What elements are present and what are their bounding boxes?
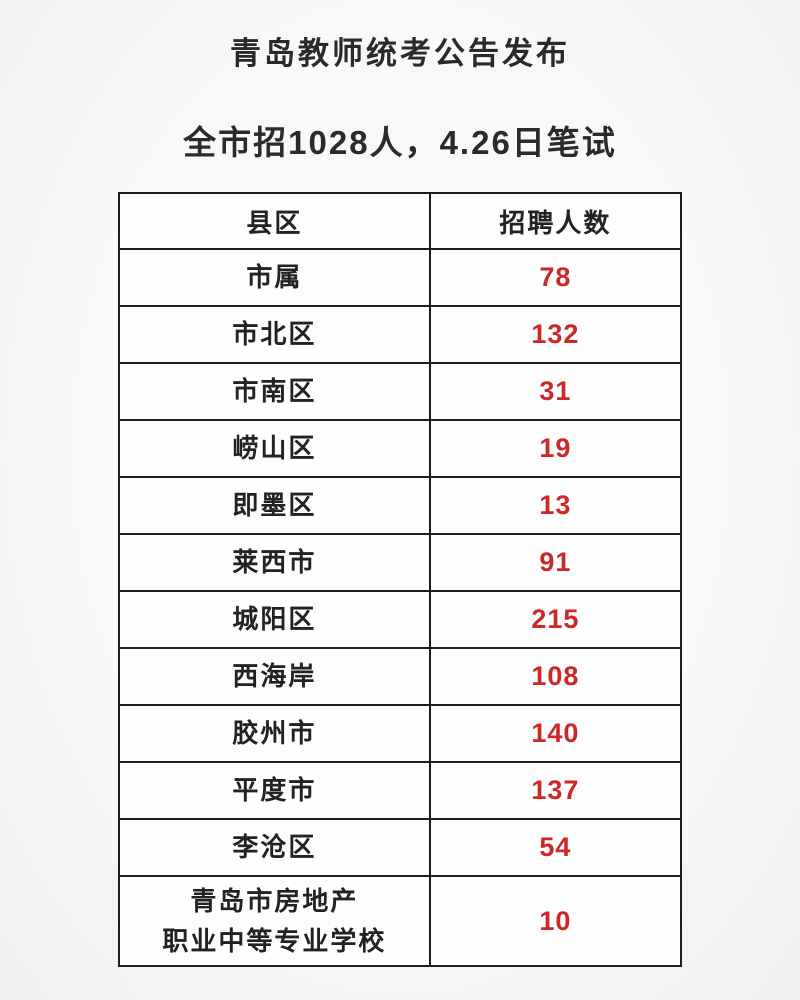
district-cell: 莱西市 xyxy=(118,533,431,592)
table-header-row: 县区 招聘人数 xyxy=(118,192,683,250)
count-cell: 215 xyxy=(428,590,683,649)
district-cell: 市属 xyxy=(118,248,431,307)
district-cell: 市南区 xyxy=(118,362,431,421)
table-row: 市南区 31 xyxy=(118,362,683,421)
district-cell: 崂山区 xyxy=(118,419,431,478)
table-row: 即墨区 13 xyxy=(118,476,683,535)
district-cell: 西海岸 xyxy=(118,647,431,706)
count-cell: 91 xyxy=(428,533,683,592)
table-row: 平度市 137 xyxy=(118,761,683,820)
table-row: 李沧区 54 xyxy=(118,818,683,877)
district-cell: 胶州市 xyxy=(118,704,431,763)
table-row: 莱西市 91 xyxy=(118,533,683,592)
table-header-district: 县区 xyxy=(118,192,431,250)
district-cell: 平度市 xyxy=(118,761,431,820)
count-cell: 132 xyxy=(428,305,683,364)
page-subtitle: 全市招1028人，4.26日笔试 xyxy=(183,124,617,161)
recruitment-table: 县区 招聘人数 市属 78 市北区 132 市南区 31 崂山区 19 即墨区 … xyxy=(118,192,683,967)
district-cell: 青岛市房地产 职业中等专业学校 xyxy=(118,875,431,967)
district-cell: 城阳区 xyxy=(118,590,431,649)
table-row: 城阳区 215 xyxy=(118,590,683,649)
recruitment-table-body: 市属 78 市北区 132 市南区 31 崂山区 19 即墨区 13 莱西市 9… xyxy=(118,248,683,967)
count-cell: 54 xyxy=(428,818,683,877)
district-cell: 市北区 xyxy=(118,305,431,364)
count-cell: 137 xyxy=(428,761,683,820)
table-row: 市北区 132 xyxy=(118,305,683,364)
count-cell: 31 xyxy=(428,362,683,421)
table-row: 青岛市房地产 职业中等专业学校 10 xyxy=(118,875,683,967)
page-title: 青岛教师统考公告发布 xyxy=(230,36,570,71)
table-row: 西海岸 108 xyxy=(118,647,683,706)
count-cell: 19 xyxy=(428,419,683,478)
table-row: 市属 78 xyxy=(118,248,683,307)
count-cell: 140 xyxy=(428,704,683,763)
count-cell: 10 xyxy=(428,875,683,967)
count-cell: 108 xyxy=(428,647,683,706)
count-cell: 78 xyxy=(428,248,683,307)
count-cell: 13 xyxy=(428,476,683,535)
district-cell: 即墨区 xyxy=(118,476,431,535)
table-header-count: 招聘人数 xyxy=(428,192,683,250)
table-row: 崂山区 19 xyxy=(118,419,683,478)
district-cell: 李沧区 xyxy=(118,818,431,877)
table-row: 胶州市 140 xyxy=(118,704,683,763)
